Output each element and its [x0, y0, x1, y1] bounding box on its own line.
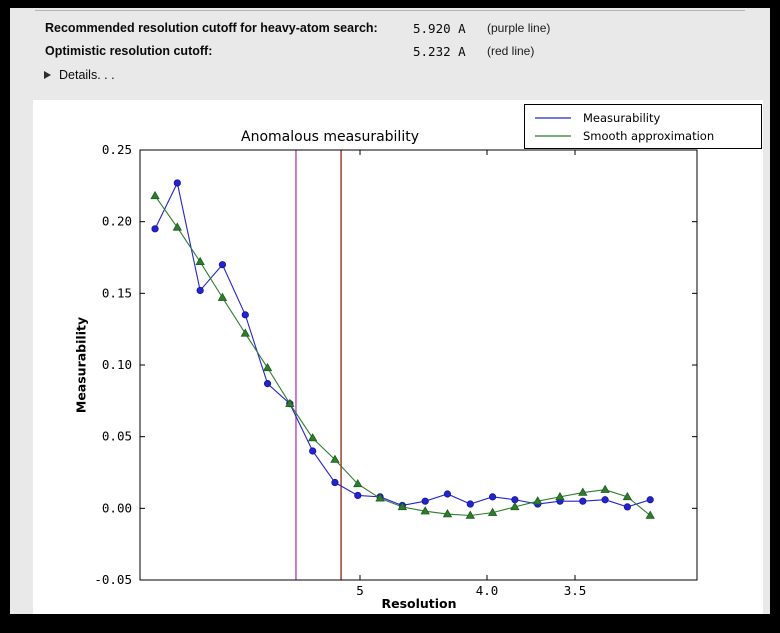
legend-label-measurability: Measurability	[583, 110, 661, 125]
optimistic-cutoff-value: 5.232 A	[413, 44, 466, 59]
y-axis-label: Measurability	[73, 316, 89, 414]
measurability-chart: 0.25 0.20 0.15 0.10 0.05 0.00 -0.05 5 4.0 3.5	[94, 142, 698, 598]
plot-area	[140, 150, 697, 580]
legend-label-smooth-approximation: Smooth approximation	[583, 128, 715, 143]
legend-item-measurability: Measurability	[532, 110, 754, 125]
chart-title: Anomalous measurability	[241, 129, 419, 145]
y-tick-label: 0.05	[102, 429, 132, 444]
optimistic-cutoff-row: Optimistic resolution cutoff: 5.232 A (r…	[10, 44, 770, 62]
recommended-cutoff-row: Recommended resolution cutoff for heavy-…	[10, 21, 770, 39]
smooth-approximation-line-sample	[535, 134, 571, 137]
chart-legend: Measurability Smooth approximation	[524, 104, 762, 149]
details-disclosure[interactable]: Details. . .	[44, 68, 115, 82]
recommended-cutoff-label: Recommended resolution cutoff for heavy-…	[45, 21, 378, 35]
legend-item-smooth-approximation: Smooth approximation	[532, 128, 754, 143]
y-tick-label: 0.15	[102, 285, 132, 300]
xtriage-panel: Recommended resolution cutoff for heavy-…	[10, 8, 770, 614]
chart-figure: 0.25 0.20 0.15 0.10 0.05 0.00 -0.05 5 4.0 3.5 Ano…	[33, 100, 763, 614]
x-tick-label: 3.5	[564, 583, 587, 598]
optimistic-cutoff-label: Optimistic resolution cutoff:	[45, 44, 213, 58]
x-tick-label: 4.0	[476, 583, 499, 598]
measurability-line-sample	[535, 116, 571, 119]
y-tick-label: 0.20	[102, 214, 132, 229]
x-axis-label: Resolution	[381, 596, 457, 611]
details-label: Details. . .	[59, 68, 115, 82]
disclosure-triangle-icon	[44, 71, 51, 79]
y-tick-label: 0.00	[102, 500, 132, 515]
recommended-cutoff-note: (purple line)	[487, 21, 551, 35]
x-tick-label: 5	[356, 583, 364, 598]
top-separator	[35, 10, 745, 11]
y-tick-label: 0.25	[102, 142, 132, 157]
recommended-cutoff-value: 5.920 A	[413, 21, 466, 36]
y-tick-label: 0.10	[102, 357, 132, 372]
y-tick-label: -0.05	[94, 572, 132, 587]
smooth-approximation-series	[150, 190, 655, 519]
optimistic-cutoff-note: (red line)	[487, 44, 535, 58]
